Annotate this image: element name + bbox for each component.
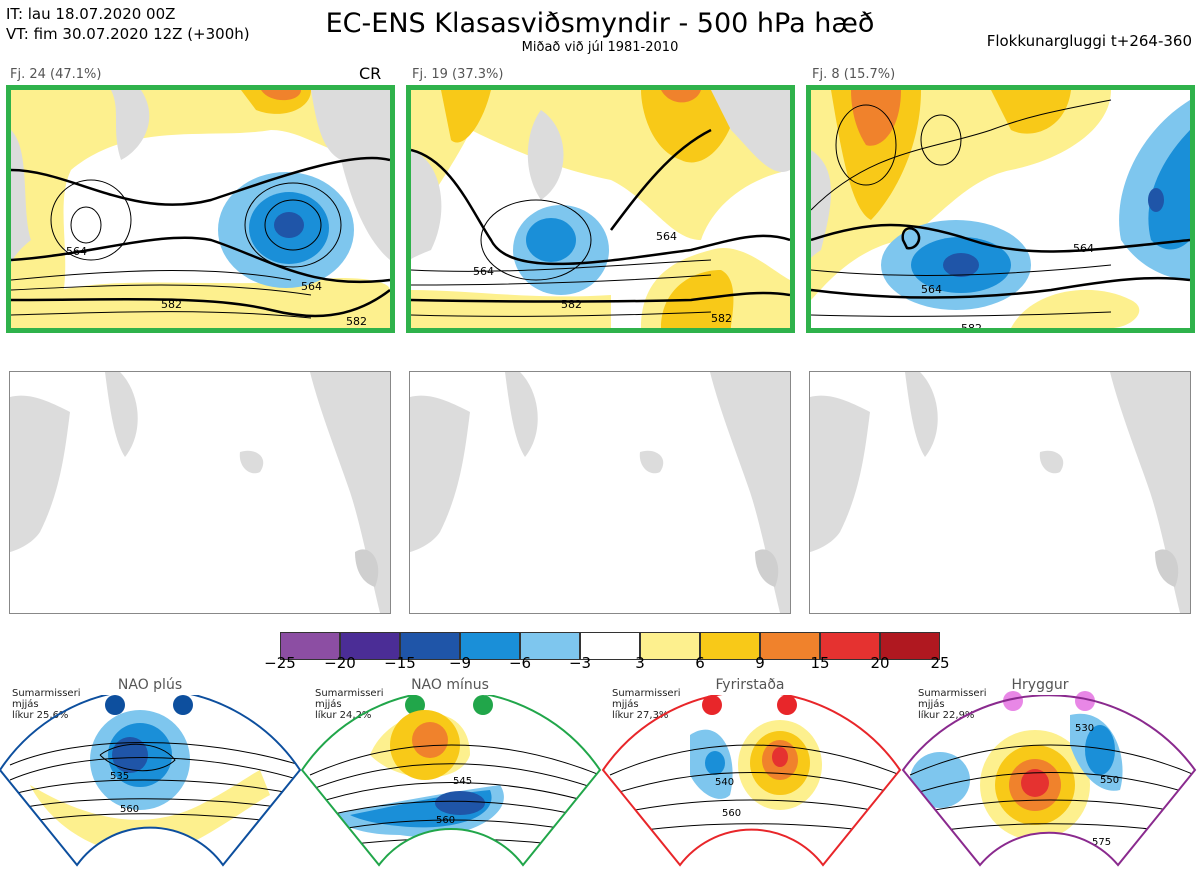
contour-label: 582 — [711, 312, 732, 325]
colorbar-tick-label: 3 — [635, 654, 645, 672]
classification-window: Flokkunargluggi t+264-360 — [986, 32, 1192, 50]
cluster-3-label: Fj. 8 (15.7%) — [812, 67, 896, 82]
colorbar-tick-label: −15 — [384, 654, 416, 672]
regime-4-dot — [1075, 691, 1095, 711]
colorbar-tick-label: 25 — [930, 654, 950, 672]
regime-4-note: Sumarmisseri mjjás líkur 22,9% — [918, 688, 986, 721]
colorbar-tick-label: −20 — [324, 654, 356, 672]
regime-2-map: 545 560 575 — [309, 710, 600, 859]
contour-label: 545 — [453, 776, 472, 787]
colorbar-tick-label: 9 — [755, 654, 765, 672]
regime-3-dot — [777, 695, 797, 715]
colorbar-tick-label: 20 — [870, 654, 890, 672]
contour-label: 564 — [1073, 242, 1094, 255]
colorbar-cell — [280, 632, 340, 660]
contour-label: 535 — [110, 771, 129, 782]
colorbar-tick-label: 6 — [695, 654, 705, 672]
contour-label: 582 — [346, 315, 367, 328]
blank-map-3 — [809, 371, 1191, 614]
colorbar-tick-label: −9 — [448, 654, 472, 672]
valid-time: VT: fim 30.07.2020 12Z (+300h) — [6, 25, 250, 43]
regime-1-dot — [173, 695, 193, 715]
regime-2-name: NAO mínus — [411, 677, 489, 693]
contour-label: 560 — [436, 815, 455, 826]
colorbar-tick-label: −3 — [568, 654, 592, 672]
contour-label: 582 — [561, 298, 582, 311]
contour-label: 550 — [1100, 775, 1119, 786]
colorbar-cell — [880, 632, 940, 660]
page-title: EC-ENS Klasasviðsmyndir - 500 hPa hæð — [325, 8, 875, 39]
contour-label: 575 — [1092, 837, 1111, 848]
colorbar-tick-label: 15 — [810, 654, 830, 672]
regime-2-dot — [405, 695, 425, 715]
regime-3-note: Sumarmisseri mjjás líkur 27,3% — [612, 688, 680, 721]
season-label: Sumarmisseri — [315, 688, 384, 699]
page-subtitle: Miðað við júl 1981-2010 — [521, 40, 679, 55]
init-time: IT: lau 18.07.2020 00Z — [6, 5, 176, 23]
contour-label: 564 — [921, 283, 942, 296]
blank-map-1 — [9, 371, 391, 614]
regime-1-dot — [105, 695, 125, 715]
colorbar-tick-label: −6 — [508, 654, 532, 672]
regime-3-map: 540 560 575 — [609, 720, 900, 844]
contour-label: 564 — [656, 230, 677, 243]
contour-label: 564 — [473, 265, 494, 278]
contour-label: 575 — [448, 848, 467, 859]
cluster-map-2: 564 582 582 564 — [406, 85, 795, 333]
colorbar-cell — [520, 632, 580, 660]
regime-4-name: Hryggur — [1011, 677, 1069, 693]
contour-label: 540 — [715, 777, 734, 788]
cluster-map-3: 564 582 564 — [806, 85, 1195, 333]
probability-label: líkur 27,3% — [612, 710, 669, 721]
colorbar-cell — [580, 632, 640, 660]
regime-1-map: 535 560 — [9, 710, 300, 856]
season-label: Sumarmisseri — [918, 688, 987, 699]
contour-label: 582 — [961, 322, 982, 328]
cluster-1-tag: CR — [359, 64, 382, 83]
contour-label: 560 — [120, 804, 139, 815]
regime-2-dot — [473, 695, 493, 715]
colorbar-cell — [760, 632, 820, 660]
months-label: mjjás — [315, 699, 342, 710]
months-label: mjjás — [918, 699, 945, 710]
regime-4-dot — [1003, 691, 1023, 711]
cluster-1-label: Fj. 24 (47.1%) — [10, 67, 102, 82]
contour-label: 575 — [738, 833, 757, 844]
colorbar-cell — [640, 632, 700, 660]
regime-2-note: Sumarmisseri mjjás líkur 24,2% — [315, 688, 383, 721]
regime-1-name: NAO plús — [117, 677, 183, 693]
contour-label: 530 — [1075, 723, 1094, 734]
contour-label: 564 — [66, 245, 87, 258]
season-label: Sumarmisseri — [612, 688, 681, 699]
cluster-2-label: Fj. 19 (37.3%) — [412, 67, 504, 82]
colorbar-tick-label: −25 — [264, 654, 296, 672]
months-label: mjjás — [612, 699, 639, 710]
probability-label: líkur 25,6% — [12, 710, 69, 721]
blank-map-2 — [409, 371, 791, 614]
contour-label: 564 — [301, 280, 322, 293]
regime-4-map: 530 550 575 — [909, 713, 1195, 861]
regime-3-name: Fyrirstaða — [715, 677, 785, 693]
regime-3-dot — [702, 695, 722, 715]
regime-maps: 535 560 545 560 575 540 560 575 — [0, 695, 1197, 867]
probability-label: líkur 24,2% — [315, 710, 372, 721]
colorbar-cell — [820, 632, 880, 660]
months-label: mjjás — [12, 699, 39, 710]
colorbar — [280, 632, 942, 660]
contour-label: 560 — [722, 808, 741, 819]
season-label: Sumarmisseri — [12, 688, 81, 699]
colorbar-cell — [400, 632, 460, 660]
colorbar-cell — [460, 632, 520, 660]
regime-1-note: Sumarmisseri mjjás líkur 25,6% — [12, 688, 80, 721]
contour-label: 582 — [161, 298, 182, 311]
probability-label: líkur 22,9% — [918, 710, 975, 721]
header-dates: IT: lau 18.07.2020 00Z VT: fim 30.07.202… — [6, 4, 250, 44]
colorbar-cell — [340, 632, 400, 660]
cluster-map-1: 564 582 564 582 — [6, 85, 395, 333]
colorbar-cell — [700, 632, 760, 660]
